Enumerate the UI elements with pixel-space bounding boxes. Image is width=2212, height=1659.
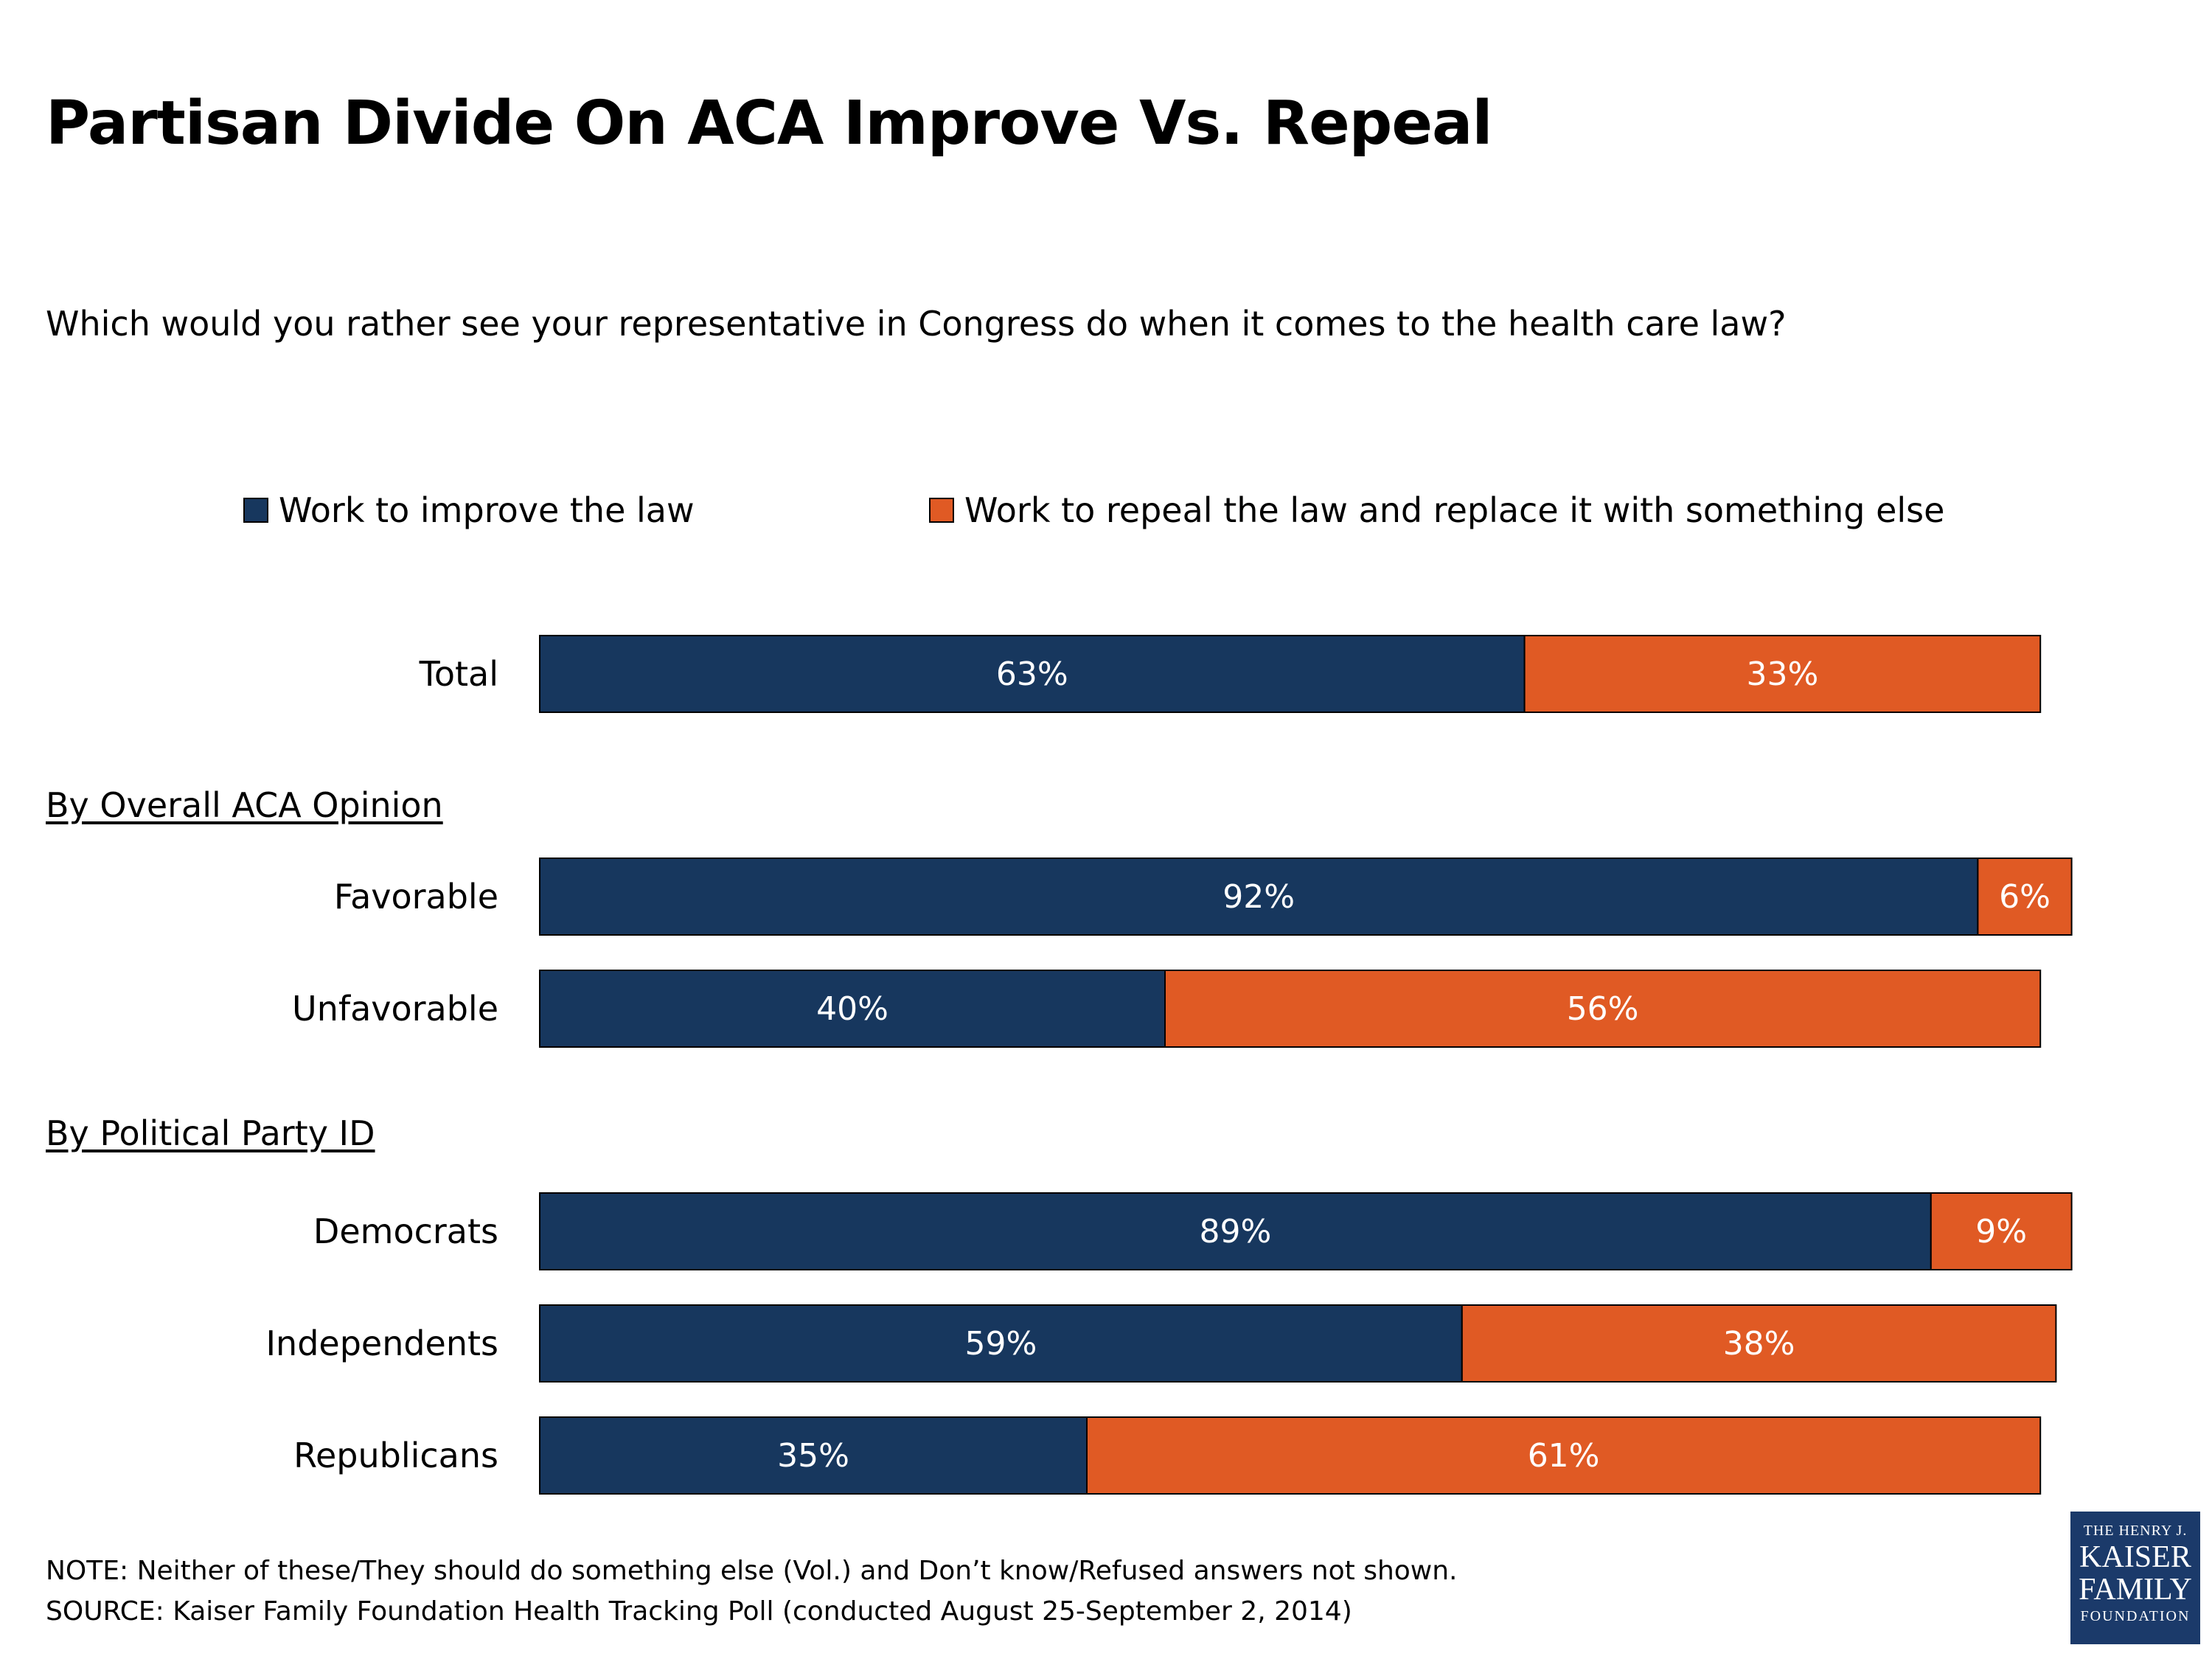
bar-unfavorable-improve bbox=[539, 970, 1166, 1048]
row-label-republicans: Republicans bbox=[293, 1436, 498, 1475]
bar-republicans-repeal bbox=[1086, 1416, 2042, 1495]
row-label-total: Total bbox=[419, 654, 498, 694]
legend-label-repeal: Work to repeal the law and replace it wi… bbox=[964, 490, 1945, 530]
chart-subtitle: Which would you rather see your represen… bbox=[46, 304, 1787, 344]
data-label-democrats-improve: 89% bbox=[1200, 1213, 1272, 1251]
logo-line-4: FOUNDATION bbox=[2080, 1608, 2191, 1624]
bar-favorable-repeal bbox=[1977, 858, 2073, 936]
data-label-independents-improve: 59% bbox=[965, 1325, 1037, 1363]
data-label-favorable-improve: 92% bbox=[1222, 878, 1295, 916]
bar-total-repeal bbox=[1523, 635, 2042, 713]
kff-logo: THE HENRY J. KAISER FAMILY FOUNDATION bbox=[2070, 1512, 2200, 1644]
logo-line-3: FAMILY bbox=[2079, 1573, 2192, 1607]
bar-favorable-improve bbox=[539, 858, 1979, 936]
source-text: SOURCE: Kaiser Family Foundation Health … bbox=[46, 1596, 1352, 1627]
row-label-favorable: Favorable bbox=[333, 877, 498, 917]
data-label-independents-repeal: 38% bbox=[1723, 1325, 1795, 1363]
data-label-total-improve: 63% bbox=[996, 655, 1068, 693]
data-label-republicans-repeal: 61% bbox=[1528, 1437, 1600, 1475]
data-label-democrats-repeal: 9% bbox=[1975, 1213, 2027, 1251]
bar-total-improve bbox=[539, 635, 1526, 713]
legend-label-improve: Work to improve the law bbox=[279, 490, 695, 530]
bar-independents-repeal bbox=[1461, 1304, 2057, 1382]
bar-republicans-improve bbox=[539, 1416, 1088, 1495]
data-label-unfavorable-improve: 40% bbox=[816, 990, 888, 1028]
section-label-party-id: By Political Party ID bbox=[46, 1113, 375, 1153]
legend-swatch-improve bbox=[243, 498, 268, 523]
note-text: NOTE: Neither of these/They should do so… bbox=[46, 1556, 1458, 1586]
data-label-total-repeal: 33% bbox=[1747, 655, 1819, 693]
row-label-democrats: Democrats bbox=[313, 1211, 498, 1251]
logo-line-1: THE HENRY J. bbox=[2083, 1523, 2188, 1539]
bar-unfavorable-repeal bbox=[1164, 970, 2042, 1048]
legend-swatch-repeal bbox=[929, 498, 954, 523]
legend-item-improve: Work to improve the law bbox=[243, 490, 695, 531]
bar-democrats-improve bbox=[539, 1192, 1932, 1270]
data-label-unfavorable-repeal: 56% bbox=[1567, 990, 1639, 1028]
data-label-favorable-repeal: 6% bbox=[1999, 878, 2051, 916]
row-label-unfavorable: Unfavorable bbox=[292, 989, 498, 1029]
section-label-aca-opinion: By Overall ACA Opinion bbox=[46, 785, 443, 825]
legend-item-repeal: Work to repeal the law and replace it wi… bbox=[929, 490, 1944, 531]
data-label-republicans-improve: 35% bbox=[777, 1437, 849, 1475]
logo-line-2: KAISER bbox=[2079, 1540, 2191, 1574]
legend: Work to improve the law Work to repeal t… bbox=[0, 490, 2212, 531]
bar-democrats-repeal bbox=[1930, 1192, 2073, 1270]
chart-title: Partisan Divide On ACA Improve Vs. Repea… bbox=[46, 88, 1492, 159]
bar-independents-improve bbox=[539, 1304, 1463, 1382]
row-label-independents: Independents bbox=[265, 1324, 498, 1363]
